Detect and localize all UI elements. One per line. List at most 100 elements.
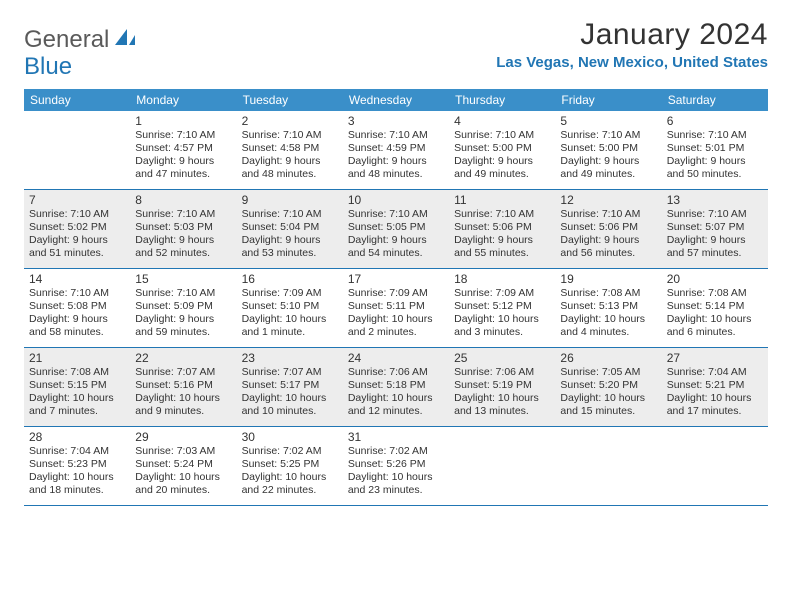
- daylight-text: Daylight: 10 hours and 17 minutes.: [667, 392, 763, 418]
- calendar-grid: Sunday Monday Tuesday Wednesday Thursday…: [24, 89, 768, 506]
- sunset-text: Sunset: 4:59 PM: [348, 142, 444, 155]
- day-cell: 31Sunrise: 7:02 AMSunset: 5:26 PMDayligh…: [343, 427, 449, 505]
- day-info: Sunrise: 7:07 AMSunset: 5:16 PMDaylight:…: [135, 366, 231, 419]
- daylight-text: Daylight: 10 hours and 7 minutes.: [29, 392, 125, 418]
- day-info: Sunrise: 7:05 AMSunset: 5:20 PMDaylight:…: [560, 366, 656, 419]
- day-cell: 15Sunrise: 7:10 AMSunset: 5:09 PMDayligh…: [130, 269, 236, 347]
- day-number: 26: [560, 351, 656, 365]
- day-number: 2: [242, 114, 338, 128]
- logo-text-1: General: [24, 26, 109, 54]
- day-info: Sunrise: 7:09 AMSunset: 5:11 PMDaylight:…: [348, 287, 444, 340]
- sunrise-text: Sunrise: 7:03 AM: [135, 445, 231, 458]
- sunset-text: Sunset: 5:14 PM: [667, 300, 763, 313]
- week-row: 14Sunrise: 7:10 AMSunset: 5:08 PMDayligh…: [24, 269, 768, 348]
- day-info: Sunrise: 7:07 AMSunset: 5:17 PMDaylight:…: [242, 366, 338, 419]
- sunset-text: Sunset: 5:23 PM: [29, 458, 125, 471]
- day-number: 29: [135, 430, 231, 444]
- day-cell: [662, 427, 768, 505]
- daylight-text: Daylight: 9 hours and 48 minutes.: [242, 155, 338, 181]
- sunset-text: Sunset: 5:10 PM: [242, 300, 338, 313]
- daylight-text: Daylight: 9 hours and 49 minutes.: [560, 155, 656, 181]
- daylight-text: Daylight: 9 hours and 54 minutes.: [348, 234, 444, 260]
- sunrise-text: Sunrise: 7:06 AM: [348, 366, 444, 379]
- day-info: Sunrise: 7:03 AMSunset: 5:24 PMDaylight:…: [135, 445, 231, 498]
- logo: General: [24, 18, 137, 54]
- day-info: Sunrise: 7:10 AMSunset: 5:05 PMDaylight:…: [348, 208, 444, 261]
- sunrise-text: Sunrise: 7:09 AM: [348, 287, 444, 300]
- day-number: 25: [454, 351, 550, 365]
- daylight-text: Daylight: 10 hours and 1 minute.: [242, 313, 338, 339]
- day-info: Sunrise: 7:06 AMSunset: 5:18 PMDaylight:…: [348, 366, 444, 419]
- sunset-text: Sunset: 5:21 PM: [667, 379, 763, 392]
- sunset-text: Sunset: 5:02 PM: [29, 221, 125, 234]
- month-title: January 2024: [496, 18, 768, 52]
- week-row: 1Sunrise: 7:10 AMSunset: 4:57 PMDaylight…: [24, 111, 768, 190]
- sunrise-text: Sunrise: 7:10 AM: [348, 208, 444, 221]
- day-number: 4: [454, 114, 550, 128]
- sunset-text: Sunset: 5:25 PM: [242, 458, 338, 471]
- day-number: 19: [560, 272, 656, 286]
- day-info: Sunrise: 7:06 AMSunset: 5:19 PMDaylight:…: [454, 366, 550, 419]
- day-number: 17: [348, 272, 444, 286]
- day-cell: 22Sunrise: 7:07 AMSunset: 5:16 PMDayligh…: [130, 348, 236, 426]
- day-info: Sunrise: 7:02 AMSunset: 5:26 PMDaylight:…: [348, 445, 444, 498]
- daylight-text: Daylight: 10 hours and 6 minutes.: [667, 313, 763, 339]
- sunset-text: Sunset: 5:03 PM: [135, 221, 231, 234]
- logo-text-2: Blue: [24, 53, 72, 81]
- sunrise-text: Sunrise: 7:07 AM: [242, 366, 338, 379]
- sunset-text: Sunset: 5:07 PM: [667, 221, 763, 234]
- day-cell: [24, 111, 130, 189]
- day-cell: 8Sunrise: 7:10 AMSunset: 5:03 PMDaylight…: [130, 190, 236, 268]
- day-cell: 18Sunrise: 7:09 AMSunset: 5:12 PMDayligh…: [449, 269, 555, 347]
- sunset-text: Sunset: 5:08 PM: [29, 300, 125, 313]
- day-info: Sunrise: 7:10 AMSunset: 5:00 PMDaylight:…: [454, 129, 550, 182]
- day-info: Sunrise: 7:04 AMSunset: 5:23 PMDaylight:…: [29, 445, 125, 498]
- day-info: Sunrise: 7:10 AMSunset: 5:02 PMDaylight:…: [29, 208, 125, 261]
- sunset-text: Sunset: 5:20 PM: [560, 379, 656, 392]
- weekday-header: Thursday: [449, 89, 555, 111]
- day-number: 18: [454, 272, 550, 286]
- day-info: Sunrise: 7:10 AMSunset: 5:09 PMDaylight:…: [135, 287, 231, 340]
- day-number: 1: [135, 114, 231, 128]
- sunrise-text: Sunrise: 7:10 AM: [560, 129, 656, 142]
- sunrise-text: Sunrise: 7:10 AM: [135, 129, 231, 142]
- weekday-header-row: Sunday Monday Tuesday Wednesday Thursday…: [24, 89, 768, 111]
- title-group: January 2024 Las Vegas, New Mexico, Unit…: [496, 18, 768, 71]
- day-info: Sunrise: 7:08 AMSunset: 5:15 PMDaylight:…: [29, 366, 125, 419]
- day-number: 13: [667, 193, 763, 207]
- day-number: 21: [29, 351, 125, 365]
- day-number: 9: [242, 193, 338, 207]
- sunrise-text: Sunrise: 7:10 AM: [560, 208, 656, 221]
- day-cell: 27Sunrise: 7:04 AMSunset: 5:21 PMDayligh…: [662, 348, 768, 426]
- sunrise-text: Sunrise: 7:05 AM: [560, 366, 656, 379]
- day-cell: 29Sunrise: 7:03 AMSunset: 5:24 PMDayligh…: [130, 427, 236, 505]
- sunset-text: Sunset: 5:06 PM: [454, 221, 550, 234]
- day-info: Sunrise: 7:10 AMSunset: 5:01 PMDaylight:…: [667, 129, 763, 182]
- day-cell: 14Sunrise: 7:10 AMSunset: 5:08 PMDayligh…: [24, 269, 130, 347]
- daylight-text: Daylight: 10 hours and 23 minutes.: [348, 471, 444, 497]
- weekday-header: Monday: [130, 89, 236, 111]
- sunset-text: Sunset: 5:09 PM: [135, 300, 231, 313]
- sunset-text: Sunset: 5:06 PM: [560, 221, 656, 234]
- sunset-text: Sunset: 5:11 PM: [348, 300, 444, 313]
- location-label: Las Vegas, New Mexico, United States: [496, 54, 768, 71]
- day-number: 6: [667, 114, 763, 128]
- day-info: Sunrise: 7:09 AMSunset: 5:10 PMDaylight:…: [242, 287, 338, 340]
- day-info: Sunrise: 7:10 AMSunset: 5:07 PMDaylight:…: [667, 208, 763, 261]
- daylight-text: Daylight: 10 hours and 2 minutes.: [348, 313, 444, 339]
- day-cell: 20Sunrise: 7:08 AMSunset: 5:14 PMDayligh…: [662, 269, 768, 347]
- daylight-text: Daylight: 9 hours and 49 minutes.: [454, 155, 550, 181]
- day-number: 23: [242, 351, 338, 365]
- day-cell: 11Sunrise: 7:10 AMSunset: 5:06 PMDayligh…: [449, 190, 555, 268]
- day-info: Sunrise: 7:02 AMSunset: 5:25 PMDaylight:…: [242, 445, 338, 498]
- sunrise-text: Sunrise: 7:08 AM: [29, 366, 125, 379]
- day-number: 8: [135, 193, 231, 207]
- day-cell: 21Sunrise: 7:08 AMSunset: 5:15 PMDayligh…: [24, 348, 130, 426]
- week-row: 21Sunrise: 7:08 AMSunset: 5:15 PMDayligh…: [24, 348, 768, 427]
- sunrise-text: Sunrise: 7:08 AM: [667, 287, 763, 300]
- sunset-text: Sunset: 5:24 PM: [135, 458, 231, 471]
- day-info: Sunrise: 7:10 AMSunset: 5:06 PMDaylight:…: [454, 208, 550, 261]
- sunrise-text: Sunrise: 7:04 AM: [29, 445, 125, 458]
- day-info: Sunrise: 7:10 AMSunset: 5:03 PMDaylight:…: [135, 208, 231, 261]
- calendar-page: General January 2024 Las Vegas, New Mexi…: [0, 0, 792, 516]
